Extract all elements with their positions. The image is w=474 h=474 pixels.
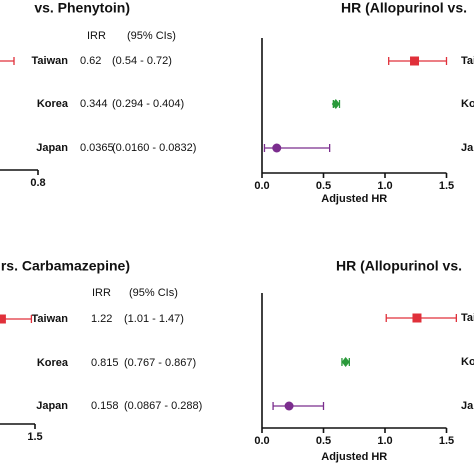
estimate-text: 0.62 [80, 55, 101, 67]
marker [341, 357, 350, 367]
row-label: Taiwan [461, 55, 474, 67]
chart-title: rs. Carbamazepine) [1, 258, 130, 274]
x-tick-label: 1.0 [377, 435, 392, 447]
x-tick-label: 0.0 [254, 180, 269, 192]
ci-text: (0.767 - 0.867) [124, 357, 196, 369]
row-label: Taiwan [461, 312, 474, 324]
row-label: Korea [461, 356, 474, 368]
marker [410, 56, 420, 66]
marker [0, 314, 6, 324]
row-label: Taiwan [32, 55, 69, 67]
estimate-text: 0.0365 [80, 142, 114, 154]
row-label: Korea [37, 98, 69, 110]
marker [412, 313, 422, 323]
row-label: Japan [461, 400, 474, 412]
column-header: (95% CIs) [129, 287, 178, 299]
column-header: IRR [92, 287, 111, 299]
row-label: Korea [37, 357, 69, 369]
x-tick-label: 0.5 [316, 180, 331, 192]
row-label: Japan [36, 400, 68, 412]
column-header: IRR [87, 30, 106, 42]
estimate-text: 1.22 [91, 313, 112, 325]
ci-text: (0.0867 - 0.288) [124, 400, 202, 412]
ci-text: (0.0160 - 0.0832) [112, 142, 196, 154]
marker [331, 99, 340, 109]
marker [272, 143, 282, 153]
marker [284, 401, 294, 411]
ci-text: (0.294 - 0.404) [112, 98, 184, 110]
row-label: Japan [461, 142, 474, 154]
row-label: Taiwan [32, 313, 69, 325]
x-tick-label: 0.8 [30, 177, 45, 189]
x-axis-label: Adjusted HR [321, 193, 387, 205]
x-tick-label: 1.5 [27, 431, 42, 443]
row-label: Japan [36, 142, 68, 154]
ci-text: (0.54 - 0.72) [112, 55, 172, 67]
x-tick-label: 0.5 [316, 435, 331, 447]
x-tick-label: 0.0 [254, 435, 269, 447]
column-header: (95% CIs) [127, 30, 176, 42]
x-tick-label: 1.0 [377, 180, 392, 192]
estimate-text: 0.344 [80, 98, 108, 110]
estimate-text: 0.815 [91, 357, 119, 369]
ci-text: (1.01 - 1.47) [124, 313, 184, 325]
estimate-text: 0.158 [91, 400, 119, 412]
x-tick-label: 1.5 [439, 435, 454, 447]
row-label: Korea [461, 98, 474, 110]
chart-title: HR (Allopurinol vs. [341, 0, 467, 16]
x-axis-label: Adjusted HR [321, 451, 387, 463]
x-tick-label: 1.5 [439, 180, 454, 192]
chart-title: vs. Phenytoin) [34, 0, 130, 16]
chart-title: HR (Allopurinol vs. [336, 258, 462, 274]
